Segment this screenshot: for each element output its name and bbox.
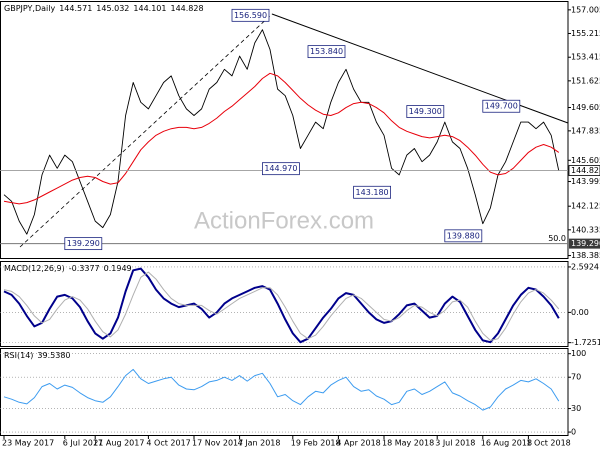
y-tick-label: 151.625 <box>571 76 600 85</box>
y-tick-label: 155.215 <box>571 29 600 38</box>
x-tick-label: 6 Jul 2017 <box>63 439 103 448</box>
annotation-label: 149.700 <box>485 102 518 111</box>
high: 145.032 <box>96 4 129 13</box>
y-tick-label: 145.605 <box>571 156 600 165</box>
macd-panel <box>0 261 569 347</box>
y-tick-label: 140.335 <box>571 225 600 234</box>
y-tick-label: 2.5924 <box>571 262 599 271</box>
price-panel <box>0 1 569 259</box>
x-tick-label: 18 May 2018 <box>382 439 434 448</box>
x-tick-label: 4 Jan 2018 <box>238 439 281 448</box>
watermark: ActionForex.com <box>194 207 374 234</box>
y-tick-label: 100 <box>571 349 586 358</box>
annotation-box <box>406 105 445 118</box>
series-line <box>3 267 560 344</box>
last-price-box <box>568 165 600 176</box>
x-tick-label: 23 May 2017 <box>2 439 54 448</box>
rsi-title: RSI(14) <box>4 351 33 360</box>
close: 144.828 <box>170 4 203 13</box>
rsi-header: RSI(14) 39.5380 <box>4 351 71 360</box>
annotation-label: 144.970 <box>264 164 297 173</box>
x-tick-label: 17 Nov 2017 <box>192 439 243 448</box>
series-line <box>3 72 560 205</box>
y-tick-label: 0 <box>571 428 576 437</box>
low: 144.101 <box>133 4 166 13</box>
last-price-label: 144.828 <box>571 166 600 175</box>
x-tick-label: 4 Oct 2017 <box>146 439 190 448</box>
macd-header: MACD(12,26,9) -0.3377 0.1949 <box>4 264 132 273</box>
series-line <box>3 271 560 341</box>
y-tick-label: 0.00 <box>571 308 589 317</box>
annotation-label: 156.590 <box>234 11 267 20</box>
y-tick-label: 149.605 <box>571 103 600 112</box>
rsi-panel <box>0 348 569 436</box>
annotation-label: 139.290 <box>67 239 100 248</box>
x-tick-label: 16 Aug 2018 <box>481 439 532 448</box>
x-tick-label: 21 Aug 2017 <box>93 439 144 448</box>
macd-title: MACD(12,26,9) <box>4 264 65 273</box>
annotation-label: 149.300 <box>409 107 442 116</box>
support-box <box>569 238 600 249</box>
series-line <box>3 368 560 411</box>
annotation-label: 139.880 <box>447 231 480 240</box>
annotation-label: 153.840 <box>310 47 343 56</box>
y-tick-label: 157.005 <box>571 5 600 14</box>
symbol: GBPJPY,Daily <box>4 4 55 13</box>
support-label: 139.290 <box>571 239 600 248</box>
y-tick-label: 138.385 <box>571 251 600 260</box>
open: 144.571 <box>59 4 92 13</box>
annotation-box <box>353 185 392 199</box>
y-tick-label: -1.7251 <box>571 338 600 347</box>
trend-channel <box>19 13 273 248</box>
annotation-box <box>307 45 346 59</box>
annotation-box <box>231 8 270 22</box>
x-tick-label: 19 Feb 2018 <box>291 439 341 448</box>
series-line <box>3 29 560 235</box>
macd-readout: -0.3377 <box>69 264 100 273</box>
y-tick-label: 30 <box>571 404 581 413</box>
x-tick-label: 1 Oct 2018 <box>526 439 570 448</box>
rsi-readout: 39.5380 <box>37 351 70 360</box>
annotation-label: 143.180 <box>356 188 389 197</box>
y-tick-label: 142.125 <box>571 202 600 211</box>
annotation-box <box>261 162 300 176</box>
annotation-box <box>482 99 521 113</box>
signal-readout: 0.1949 <box>104 264 132 273</box>
fib-label: 50.0 <box>548 234 566 243</box>
y-tick-label: 147.835 <box>571 126 600 135</box>
annotation-box <box>444 229 483 243</box>
x-tick-label: 3 Jul 2018 <box>435 439 475 448</box>
y-tick-label: 143.995 <box>571 177 600 186</box>
price-header: GBPJPY,Daily 144.571 145.032 144.101 144.828 <box>4 4 204 13</box>
x-tick-label: 4 Apr 2018 <box>336 439 380 448</box>
y-tick-label: 153.415 <box>571 53 600 62</box>
annotation-box <box>64 237 103 251</box>
y-tick-label: 70 <box>571 373 581 382</box>
